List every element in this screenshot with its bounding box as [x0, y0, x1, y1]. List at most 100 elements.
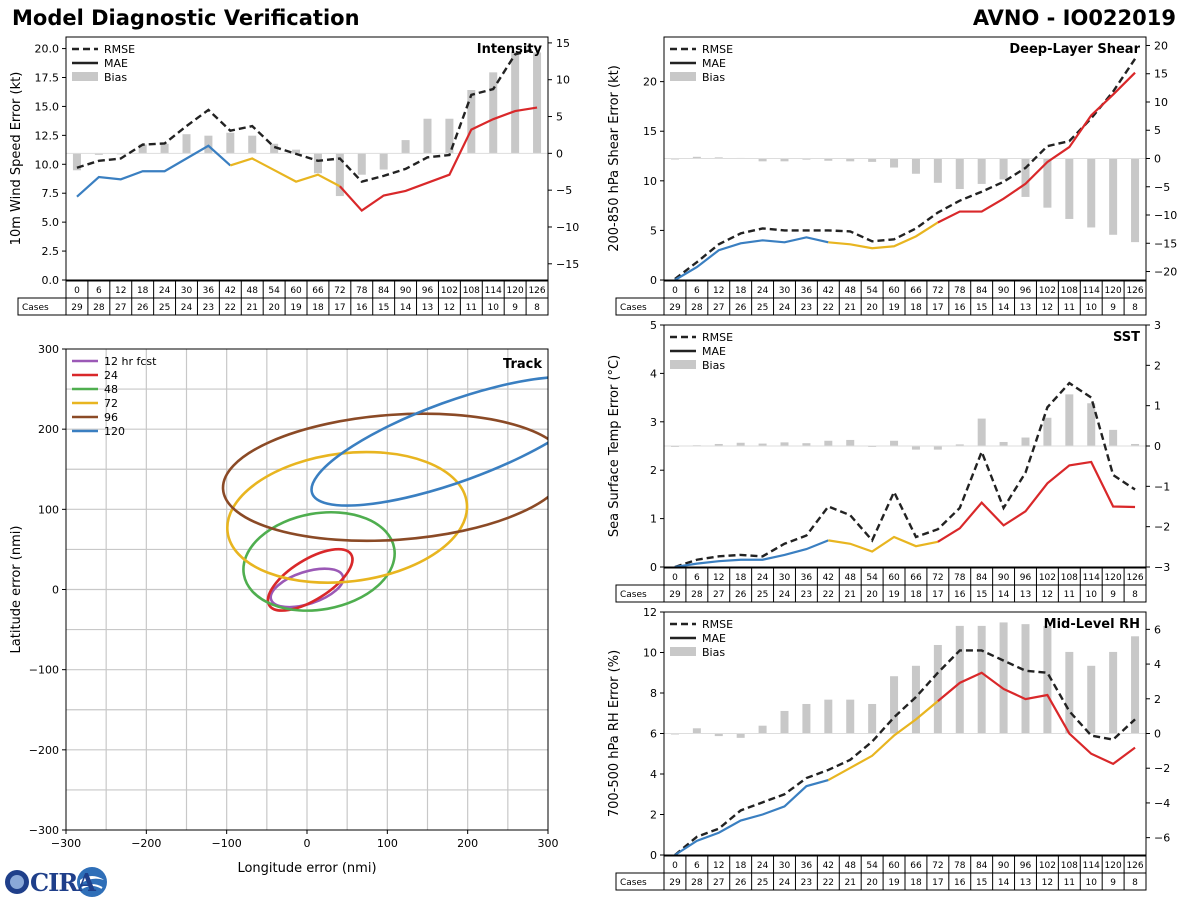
rh-table-hour: 78 — [954, 861, 966, 871]
shear-y2tick-label: −15 — [1154, 237, 1177, 250]
shear-table-hour: 108 — [1061, 286, 1078, 296]
intensity-table-case: 16 — [356, 303, 368, 313]
sst-table-case: 29 — [669, 590, 681, 600]
sst-ylabel: Sea Surface Temp Error (°C) — [607, 355, 622, 537]
rh-table-case: 26 — [735, 878, 747, 888]
shear-bias-bar — [714, 157, 723, 159]
rh-title: Mid-Level RH — [1044, 617, 1140, 632]
shear-table-case: 16 — [954, 303, 966, 313]
sst-table-hour: 0 — [672, 573, 678, 583]
intensity-mae-line-early — [76, 144, 232, 198]
intensity-table-hour: 48 — [247, 286, 259, 296]
shear-bias-bar — [911, 158, 920, 174]
shear-bias-bar — [802, 158, 811, 160]
shear-table-hour: 18 — [735, 286, 747, 296]
rh-ytick-label: 10 — [643, 647, 657, 660]
sst-table-case: 16 — [954, 590, 966, 600]
sst-bias-bar — [999, 441, 1008, 446]
rh-table-cases-label: Cases — [620, 878, 647, 888]
shear-table-case: 26 — [735, 303, 747, 313]
rh-table-case: 21 — [845, 878, 856, 888]
intensity-table-case: 14 — [400, 303, 412, 313]
intensity-table-hour: 54 — [268, 286, 280, 296]
rh-table-hour: 72 — [932, 861, 943, 871]
shear-legend-bias: Bias — [702, 71, 725, 84]
shear-y2tick-label: −10 — [1154, 209, 1177, 222]
rh-legend-bias: Bias — [702, 646, 725, 659]
rh-table-hour: 24 — [757, 861, 769, 871]
rh-y2tick-label: 4 — [1154, 658, 1161, 671]
shear-bias-bar — [977, 158, 986, 184]
sst-table-hour: 102 — [1039, 573, 1056, 583]
track-ytick-label: 0 — [52, 584, 59, 597]
shear-ytick-label: 5 — [650, 224, 657, 237]
rh-legend-mae: MAE — [702, 632, 726, 645]
intensity-bias-bar — [379, 153, 388, 170]
intensity-mae-line-mid — [229, 157, 341, 188]
sst-legend-rmse: RMSE — [702, 331, 733, 344]
shear-table-hour: 0 — [672, 286, 678, 296]
rh-bias-bar — [911, 665, 920, 734]
rh-table-hour: 126 — [1126, 861, 1143, 871]
rh-table-case: 23 — [801, 878, 812, 888]
sst-y2tick-label: 2 — [1154, 359, 1161, 372]
shear-table-hour: 30 — [779, 286, 791, 296]
intensity-ytick-label: 15.0 — [35, 100, 60, 113]
sst-bias-bar — [933, 446, 942, 450]
intensity-table-hour: 84 — [378, 286, 390, 296]
shear-table-case: 19 — [888, 303, 900, 313]
shear-table-hour: 60 — [888, 286, 900, 296]
shear-legend-mae: MAE — [702, 57, 726, 70]
shear-bias-bar — [955, 158, 964, 190]
intensity-legend-bias-swatch — [72, 72, 98, 81]
rh-table-case: 27 — [713, 878, 724, 888]
sst-bias-bar — [824, 440, 833, 446]
rh-table-hour: 60 — [888, 861, 900, 871]
rh-table-case: 9 — [1110, 878, 1116, 888]
rh-ytick-label: 4 — [650, 768, 657, 781]
track-legend-label: 12 hr fcst — [104, 355, 157, 368]
sst-y2tick-label: 1 — [1154, 400, 1161, 413]
shear-bias-bar — [846, 158, 855, 162]
sst-table-case: 22 — [823, 590, 834, 600]
intensity-table-hour: 0 — [74, 286, 80, 296]
rh-table-case: 15 — [976, 878, 987, 888]
shear-y2tick-label: 5 — [1154, 124, 1161, 137]
intensity-table-hour: 90 — [400, 286, 412, 296]
shear-table-case: 11 — [1064, 303, 1075, 313]
intensity-table-case: 25 — [159, 303, 170, 313]
shear-bias-bar — [824, 158, 833, 161]
shear-legend-bias-swatch — [670, 72, 696, 81]
intensity-table-case: 28 — [93, 303, 105, 313]
intensity-ytick-label: 17.5 — [35, 72, 60, 85]
rh-bias-bar — [1065, 651, 1074, 734]
rh-bias-bar — [824, 699, 833, 734]
shear-rmse-line — [674, 58, 1137, 280]
intensity-table-case: 26 — [137, 303, 149, 313]
sst-mae-line-late — [937, 460, 1136, 543]
intensity-title: Intensity — [477, 42, 543, 57]
rh-bias-bar — [692, 728, 701, 734]
sst-bias-bar — [1021, 437, 1030, 446]
rh-table-hour: 90 — [998, 861, 1010, 871]
rh-table-case: 28 — [691, 878, 703, 888]
sst-table-hour: 96 — [1020, 573, 1032, 583]
sst-bias-bar — [955, 444, 964, 446]
sst-bias-bar — [846, 439, 855, 446]
shear-table-case: 13 — [1020, 303, 1031, 313]
sst-bias-bar — [802, 443, 811, 446]
rh-y2tick-label: 6 — [1154, 623, 1161, 636]
shear-bias-bar — [868, 158, 877, 162]
rh-bias-bar — [890, 676, 899, 734]
intensity-table-case: 13 — [422, 303, 433, 313]
sst-table-case: 24 — [779, 590, 791, 600]
rh-table-hour: 30 — [779, 861, 791, 871]
rh-table-hour: 18 — [735, 861, 747, 871]
rh-ylabel: 700-500 hPa RH Error (%) — [607, 650, 622, 817]
shear-table-hour: 48 — [845, 286, 857, 296]
shear-table-hour: 6 — [694, 286, 700, 296]
sst-y2tick-label: 0 — [1154, 440, 1161, 453]
sst-table-hour: 108 — [1061, 573, 1078, 583]
intensity-bias-bar — [489, 72, 498, 154]
sst-table-case: 15 — [976, 590, 987, 600]
